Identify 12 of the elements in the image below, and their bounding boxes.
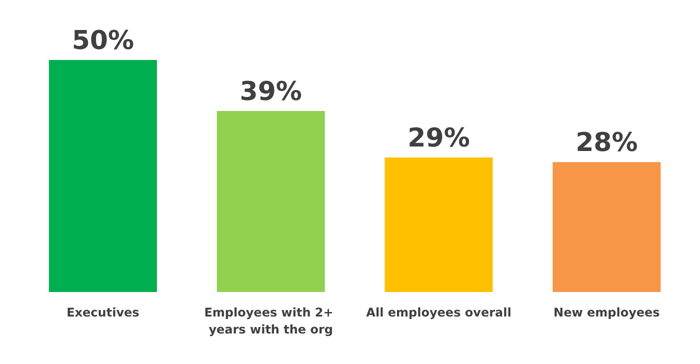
x-tick-label: Employees with 2+ years with the org bbox=[204, 306, 338, 336]
bar bbox=[384, 157, 493, 292]
x-tick-label: New employees bbox=[554, 306, 660, 320]
bar bbox=[216, 111, 325, 292]
data-label: 50% bbox=[72, 26, 134, 56]
x-tick-label: Executives bbox=[66, 306, 140, 320]
data-label: 28% bbox=[576, 128, 638, 158]
x-tick-label: All employees overall bbox=[366, 306, 512, 320]
bar bbox=[552, 162, 661, 292]
data-label: 29% bbox=[408, 123, 470, 154]
bar bbox=[48, 60, 157, 292]
data-label: 39% bbox=[240, 77, 302, 108]
